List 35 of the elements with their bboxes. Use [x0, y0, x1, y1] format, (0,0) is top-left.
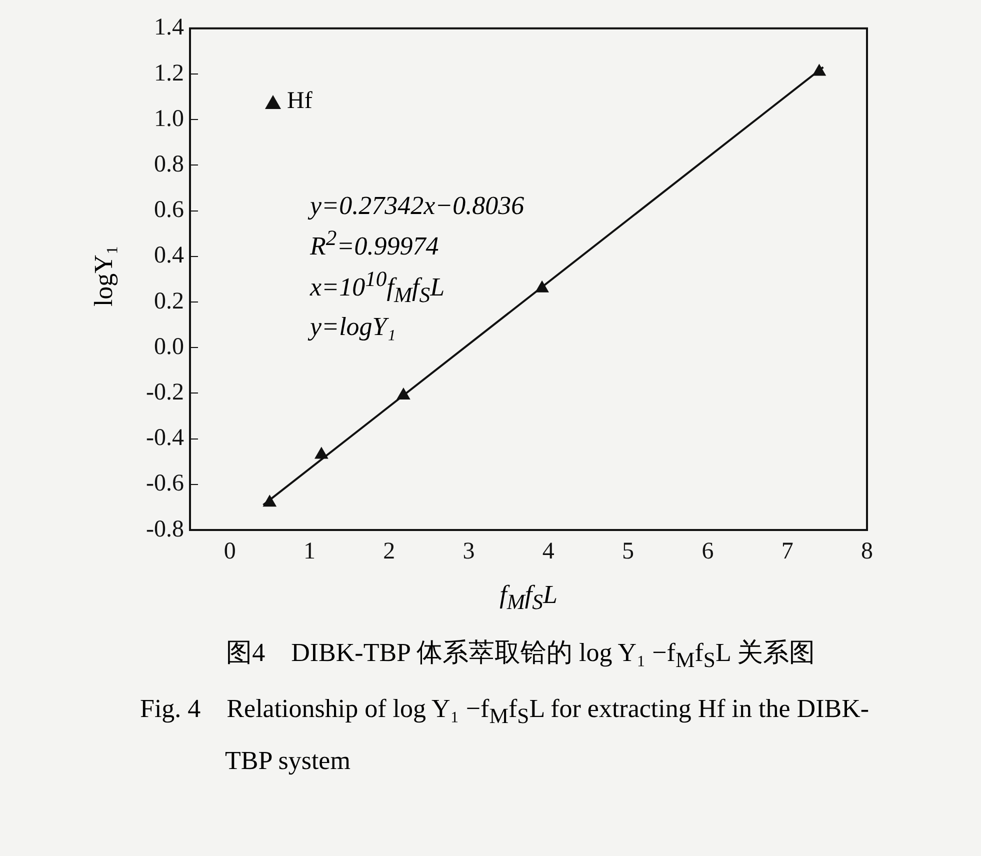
point — [314, 447, 328, 459]
point — [263, 495, 276, 507]
text: 图4 DIBK-TBP 体系萃取铪的 log Y₁ −f$_{M}$f$_{S}$L 关系图 — [225, 637, 816, 674]
y-tick-label: 0.4 — [154, 242, 184, 269]
x-tick-label: 1 — [303, 538, 316, 565]
x-tick-label: 3 — [462, 538, 475, 565]
y-tick-label: 1.2 — [154, 60, 184, 86]
y-tick-label: 1.4 — [154, 14, 184, 41]
y-tick-label: 0.6 — [154, 197, 184, 224]
x-tick-label: 5 — [622, 538, 634, 565]
annotation: y=logY₁ — [310, 310, 397, 342]
x-tick-label: 0 — [224, 538, 236, 565]
point — [396, 388, 410, 400]
y-tick-label: -0.6 — [146, 470, 184, 497]
annotation: y=0.27342x−0.8036 — [310, 190, 524, 222]
y-tick-label: 0.2 — [154, 288, 184, 314]
y-tick-label: 0.0 — [154, 334, 184, 360]
y-tick-label: -0.2 — [146, 379, 184, 406]
legend-label: Hf — [287, 88, 312, 115]
x-tick-label: 2 — [383, 538, 396, 565]
x-tick-label: 6 — [702, 538, 714, 565]
y-tick-label: 0.8 — [154, 151, 184, 178]
x-axis-title: f$_{M}$f$_{S}$L — [498, 580, 558, 616]
point — [535, 280, 549, 292]
annotation: R$^{2}$=0.99974 — [310, 225, 440, 263]
y-tick-label: -0.8 — [146, 516, 184, 542]
x-tick-label: 4 — [542, 538, 554, 565]
y-axis-title: logY₁ — [89, 245, 119, 307]
y-tick-label: 1.0 — [154, 106, 184, 132]
y-tick-label: -0.4 — [146, 425, 184, 452]
x-tick-label: 8 — [861, 538, 873, 565]
x-tick-label: 7 — [781, 538, 794, 565]
point — [812, 64, 826, 76]
text: Fig. 4 Relationship of log Y₁ −f$_{M}$f$_{S}$L for extracting Hf in the DIBK-TBP system — [140, 694, 870, 775]
annotation: x=10$^{10}$f$_{M}$f$_{S}$L — [310, 266, 446, 308]
